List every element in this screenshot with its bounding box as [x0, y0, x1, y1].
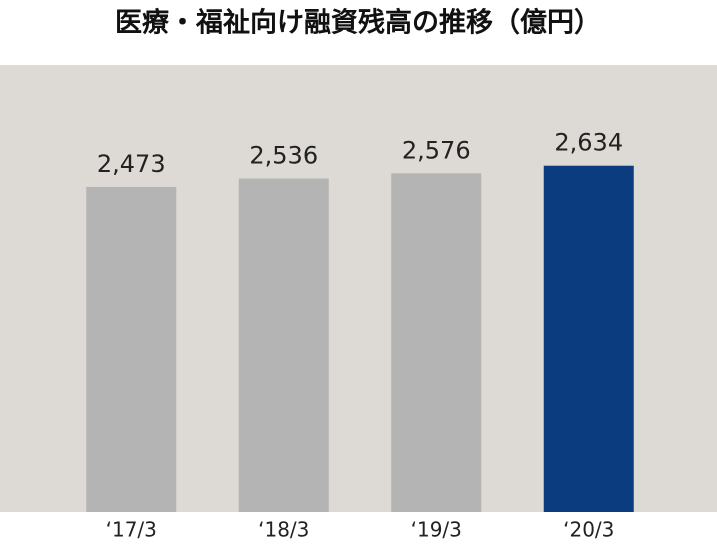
value-label: 2,536	[249, 142, 318, 170]
chart-title: 医療・福祉向け融資残高の推移（億円）	[115, 7, 601, 39]
x-tick-label: ‘19/3	[411, 518, 462, 542]
x-tick-label: ‘18/3	[258, 518, 309, 542]
bar	[86, 186, 177, 512]
bar	[391, 173, 482, 512]
value-label: 2,576	[402, 136, 471, 164]
value-label: 2,634	[554, 129, 623, 157]
bar	[543, 165, 634, 512]
value-label: 2,473	[97, 150, 166, 178]
x-tick-label: ‘17/3	[106, 518, 157, 542]
x-tick-label: ‘20/3	[563, 518, 614, 542]
bar	[238, 178, 329, 513]
